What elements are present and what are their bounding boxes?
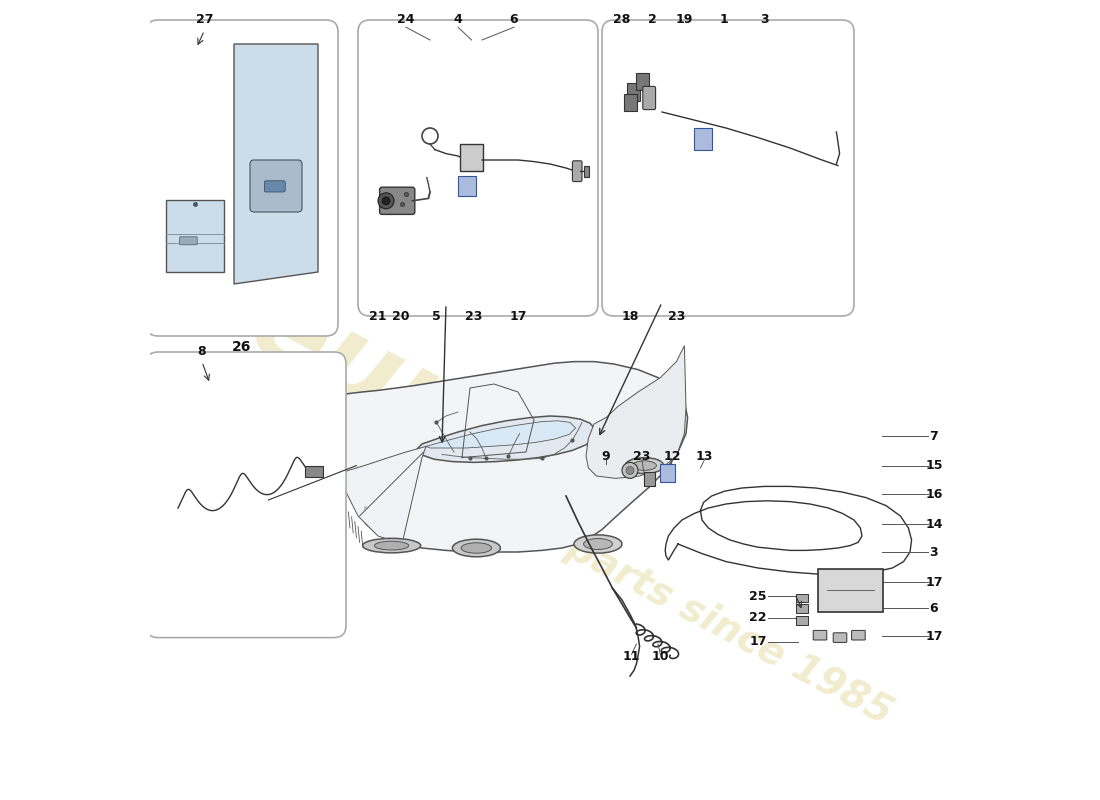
FancyBboxPatch shape — [146, 20, 338, 336]
Circle shape — [378, 193, 394, 209]
FancyBboxPatch shape — [602, 20, 854, 316]
Text: 1: 1 — [720, 13, 729, 26]
FancyBboxPatch shape — [818, 569, 883, 612]
Text: 10: 10 — [651, 650, 669, 662]
Text: 15: 15 — [925, 459, 943, 472]
FancyBboxPatch shape — [250, 160, 303, 212]
FancyBboxPatch shape — [627, 83, 640, 101]
Circle shape — [621, 462, 638, 478]
Text: 23: 23 — [668, 310, 685, 323]
Ellipse shape — [452, 539, 500, 557]
Polygon shape — [586, 346, 686, 478]
Text: 11: 11 — [623, 650, 640, 662]
Polygon shape — [338, 446, 426, 544]
FancyBboxPatch shape — [833, 633, 847, 642]
FancyBboxPatch shape — [379, 187, 415, 214]
Ellipse shape — [625, 458, 663, 474]
FancyBboxPatch shape — [264, 181, 285, 192]
Circle shape — [382, 197, 390, 205]
Text: 17: 17 — [749, 635, 767, 648]
FancyBboxPatch shape — [642, 86, 656, 110]
Text: 16: 16 — [925, 488, 943, 501]
Ellipse shape — [461, 542, 492, 554]
FancyBboxPatch shape — [795, 616, 808, 625]
Text: 18: 18 — [621, 310, 639, 323]
FancyBboxPatch shape — [795, 604, 808, 613]
FancyBboxPatch shape — [146, 352, 346, 638]
Text: 24: 24 — [397, 13, 415, 26]
FancyBboxPatch shape — [461, 144, 483, 171]
Text: 20: 20 — [392, 310, 409, 323]
FancyBboxPatch shape — [458, 176, 475, 196]
FancyBboxPatch shape — [795, 594, 808, 602]
FancyBboxPatch shape — [694, 128, 712, 150]
FancyBboxPatch shape — [584, 166, 590, 177]
Text: 9: 9 — [602, 450, 610, 462]
Text: 27: 27 — [196, 13, 213, 26]
Text: 3: 3 — [930, 546, 938, 558]
Ellipse shape — [574, 535, 622, 553]
FancyBboxPatch shape — [636, 73, 649, 90]
Text: 6: 6 — [509, 13, 518, 26]
Text: 17: 17 — [925, 576, 943, 589]
Text: euros: euros — [233, 270, 594, 530]
FancyBboxPatch shape — [572, 161, 582, 182]
FancyBboxPatch shape — [660, 464, 674, 482]
Text: a passion for parts since 1985: a passion for parts since 1985 — [297, 388, 899, 732]
Text: 26: 26 — [232, 340, 252, 354]
Polygon shape — [426, 421, 575, 448]
Text: 7: 7 — [930, 430, 938, 442]
Ellipse shape — [632, 461, 657, 470]
Ellipse shape — [363, 538, 420, 553]
Text: 12: 12 — [663, 450, 681, 462]
Text: 28: 28 — [614, 13, 630, 26]
FancyBboxPatch shape — [305, 466, 322, 477]
Text: 5: 5 — [432, 310, 441, 323]
Ellipse shape — [584, 538, 613, 550]
FancyBboxPatch shape — [358, 20, 598, 316]
FancyBboxPatch shape — [851, 630, 866, 640]
Text: iii: iii — [364, 506, 368, 511]
FancyBboxPatch shape — [644, 472, 654, 486]
Text: 17: 17 — [509, 310, 527, 323]
FancyBboxPatch shape — [179, 237, 197, 245]
Text: 19: 19 — [675, 13, 693, 26]
Text: 3: 3 — [760, 13, 769, 26]
Polygon shape — [417, 416, 596, 462]
Text: 4: 4 — [453, 13, 462, 26]
Text: 2: 2 — [648, 13, 657, 26]
Text: 25: 25 — [749, 590, 767, 602]
FancyBboxPatch shape — [624, 94, 637, 111]
Text: 6: 6 — [930, 602, 938, 614]
Text: 23: 23 — [634, 450, 651, 462]
Text: 17: 17 — [925, 630, 943, 642]
Polygon shape — [337, 362, 688, 552]
Text: 14: 14 — [925, 518, 943, 530]
Text: 21: 21 — [370, 310, 387, 323]
FancyBboxPatch shape — [166, 200, 223, 272]
Circle shape — [626, 466, 634, 474]
Text: 13: 13 — [695, 450, 713, 462]
Polygon shape — [234, 44, 318, 284]
Text: 22: 22 — [749, 611, 767, 624]
FancyBboxPatch shape — [813, 630, 827, 640]
Text: 23: 23 — [465, 310, 483, 323]
Ellipse shape — [374, 542, 409, 550]
Text: 8: 8 — [198, 345, 207, 358]
